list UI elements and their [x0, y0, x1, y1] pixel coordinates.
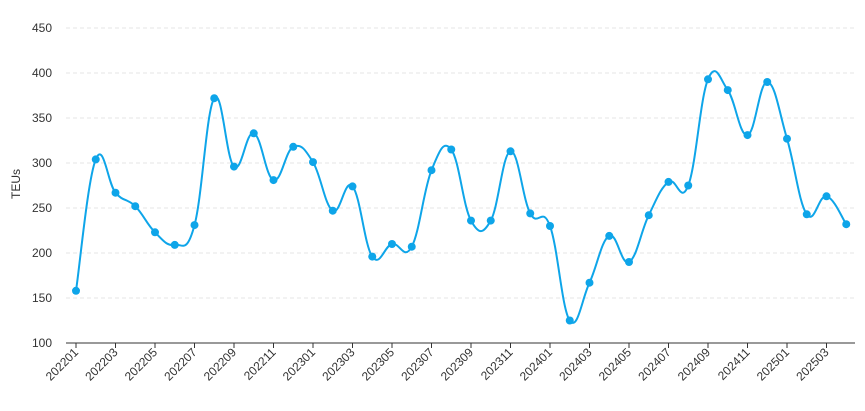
data-point-202412	[763, 78, 772, 86]
data-point-202207	[190, 221, 199, 230]
x-tick-label: 202405	[596, 345, 634, 383]
y-axis-label: TEUs	[9, 169, 23, 199]
y-tick-label: 350	[32, 111, 52, 125]
x-tick-label: 202209	[201, 345, 239, 383]
y-tick-label: 300	[32, 156, 52, 170]
data-point-202210	[249, 129, 258, 138]
data-point-202411	[743, 131, 752, 140]
x-tick-label: 202203	[82, 345, 120, 383]
data-point-202309	[467, 216, 475, 225]
data-point-202501	[783, 134, 791, 143]
x-tick-label: 202207	[161, 345, 199, 383]
y-tick-label: 200	[32, 246, 52, 260]
data-point-202306	[407, 242, 416, 251]
x-tick-label: 202407	[635, 345, 673, 383]
data-point-202311	[506, 147, 515, 156]
data-point-202410	[723, 86, 732, 95]
data-point-202302	[328, 206, 337, 215]
y-axis-ticks: 100 150 200 250 300 350 400 450	[32, 21, 52, 350]
data-point-202212	[289, 142, 298, 151]
data-point-202310	[486, 216, 495, 225]
data-point-202404	[605, 231, 614, 240]
data-point-202403	[585, 278, 594, 287]
data-point-202208	[210, 94, 219, 103]
x-tick-label: 202501	[754, 345, 792, 383]
x-tick-label: 202301	[280, 345, 318, 383]
gridlines	[66, 27, 855, 299]
data-point-202308	[447, 145, 456, 154]
data-point-202401	[546, 222, 554, 230]
data-point-202405	[625, 258, 633, 266]
x-tick-label: 202305	[359, 345, 397, 383]
data-point-202312	[526, 209, 535, 218]
x-tick-label: 202309	[438, 345, 476, 383]
x-tick-label: 202401	[517, 345, 555, 383]
y-tick-label: 150	[32, 291, 52, 305]
data-point-202209	[230, 162, 238, 171]
y-tick-label: 100	[32, 336, 52, 350]
data-point-202205	[151, 228, 159, 237]
data-point-202206	[170, 240, 179, 249]
x-tick-label: 202307	[398, 345, 436, 383]
series-line	[75, 70, 848, 324]
data-points	[72, 75, 851, 325]
x-tick-label: 202211	[241, 345, 279, 383]
data-point-202409	[704, 75, 712, 84]
y-tick-label: 400	[32, 66, 52, 80]
x-tick-label: 202503	[793, 345, 831, 383]
data-point-202402	[565, 316, 574, 325]
data-point-202503	[822, 192, 831, 201]
x-axis-ticks: 202201 202203 202205 202207 202209 202211 2023…	[43, 343, 832, 383]
x-tick-label: 202311	[478, 345, 516, 383]
data-point-202304	[368, 252, 377, 261]
x-tick-label: 202303	[319, 345, 357, 383]
x-tick-label: 202205	[122, 345, 160, 383]
data-point-202502	[802, 210, 811, 219]
data-point-202301	[309, 158, 317, 167]
data-point-202204	[131, 202, 140, 211]
data-point-202203	[111, 188, 120, 197]
x-tick-label: 202411	[715, 345, 753, 383]
data-point-202202	[91, 155, 100, 164]
data-point-202211	[269, 176, 278, 185]
x-tick-label: 202409	[675, 345, 713, 383]
y-tick-label: 450	[32, 21, 52, 35]
data-point-202408	[684, 181, 693, 190]
data-point-202307	[427, 166, 436, 175]
data-point-202303	[348, 182, 357, 191]
x-tick-label: 202403	[556, 345, 594, 383]
data-point-202406	[644, 211, 653, 220]
data-point-202407	[664, 177, 673, 186]
data-point-202305	[388, 240, 396, 248]
y-tick-label: 250	[32, 201, 52, 215]
data-point-202201	[72, 286, 80, 295]
x-tick-label: 202201	[43, 345, 81, 383]
data-point-202504	[842, 220, 851, 229]
